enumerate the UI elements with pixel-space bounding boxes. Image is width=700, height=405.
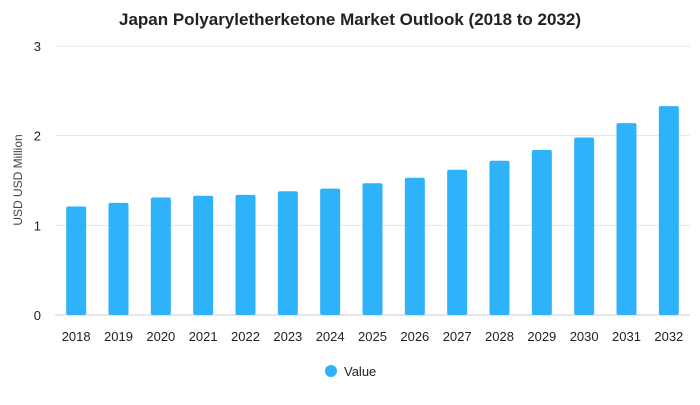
x-tick-label: 2019	[104, 329, 133, 344]
bar-2030[interactable]	[574, 137, 595, 315]
bar-2028[interactable]	[489, 160, 510, 315]
x-tick-label: 2031	[612, 329, 641, 344]
bar-2032[interactable]	[658, 106, 679, 316]
x-tick-label: 2029	[527, 329, 556, 344]
bar-2025[interactable]	[362, 183, 383, 315]
bar-2029[interactable]	[531, 150, 552, 315]
x-tick-label: 2025	[358, 329, 387, 344]
legend-marker	[325, 365, 337, 377]
x-tick-label: 2018	[62, 329, 91, 344]
legend[interactable]: Value	[325, 364, 376, 379]
x-tick-label: 2028	[485, 329, 514, 344]
legend-label: Value	[344, 364, 376, 379]
bar-2031[interactable]	[616, 123, 637, 315]
y-tick-label: 2	[34, 129, 41, 144]
y-tick-label: 1	[34, 218, 41, 233]
x-tick-label: 2022	[231, 329, 260, 344]
y-axis-ticks: 0 1 2 3	[34, 39, 41, 323]
x-tick-label: 2024	[316, 329, 345, 344]
x-tick-label: 2032	[654, 329, 683, 344]
x-tick-label: 2021	[189, 329, 218, 344]
bar-2021[interactable]	[193, 195, 214, 315]
y-tick-label: 0	[34, 308, 41, 323]
bar-2027[interactable]	[447, 169, 468, 315]
x-tick-label: 2020	[146, 329, 175, 344]
bar-2024[interactable]	[320, 188, 341, 315]
bar-2018[interactable]	[66, 206, 87, 315]
bar-2022[interactable]	[235, 194, 256, 315]
bar-2023[interactable]	[277, 191, 298, 315]
y-axis-label: USD USD Million	[11, 134, 25, 225]
bar-2020[interactable]	[150, 197, 171, 315]
x-axis-ticks: 2018 2019 2020 2021 2022 2023 2024 2025 2026 2027…	[62, 329, 684, 344]
x-tick-label: 2030	[570, 329, 599, 344]
x-tick-label: 2023	[273, 329, 302, 344]
x-tick-label: 2027	[443, 329, 472, 344]
bars	[66, 106, 679, 316]
x-tick-label: 2026	[400, 329, 429, 344]
chart-title: Japan Polyaryletherketone Market Outlook…	[119, 10, 581, 29]
bar-2019[interactable]	[108, 202, 129, 315]
y-tick-label: 3	[34, 39, 41, 54]
bar-2026[interactable]	[404, 177, 425, 315]
